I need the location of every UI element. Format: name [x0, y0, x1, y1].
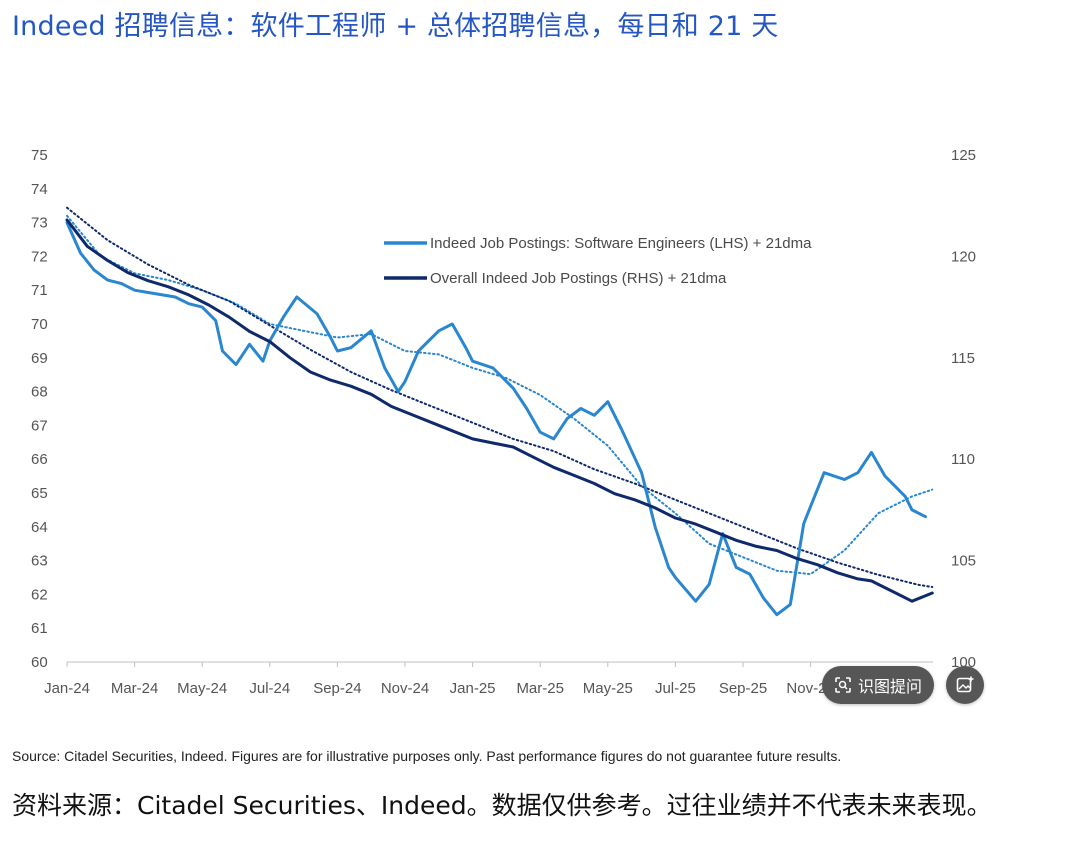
series-line-2 [65, 218, 934, 603]
left-axis-tick-label: 68 [31, 384, 48, 401]
chart-axes: 6061626364656667686970717273747510010511… [31, 147, 976, 697]
right-axis-tick-label: 110 [951, 451, 975, 468]
x-axis-tick-label: Jan-25 [450, 680, 496, 697]
left-axis-tick-label: 70 [31, 316, 48, 333]
x-axis-tick-label: Nov-24 [381, 680, 429, 697]
right-axis-tick-label: 105 [951, 553, 976, 570]
left-axis-tick-label: 69 [31, 350, 48, 367]
right-axis-tick-label: 115 [951, 350, 975, 367]
left-axis-tick-label: 66 [31, 451, 48, 468]
left-axis-tick-label: 60 [31, 654, 48, 671]
left-axis-tick-label: 62 [31, 586, 48, 603]
left-axis-tick-label: 75 [31, 147, 48, 164]
scan-icon [835, 677, 851, 693]
x-axis-tick-label: Sep-24 [313, 680, 361, 697]
right-axis-tick-label: 120 [951, 248, 976, 265]
left-axis-tick-label: 72 [31, 248, 48, 265]
x-axis-tick-label: Jan-24 [44, 680, 90, 697]
legend-label: Overall Indeed Job Postings (RHS) + 21dm… [430, 270, 727, 287]
chart-series [65, 206, 934, 617]
left-axis-tick-label: 64 [31, 519, 48, 536]
x-axis-tick-label: Jul-25 [655, 680, 696, 697]
chart-legend: Indeed Job Postings: Software Engineers … [384, 235, 812, 287]
left-axis-tick-label: 63 [31, 553, 48, 570]
series-line-3 [66, 206, 934, 588]
image-add-icon [956, 676, 974, 693]
recognize-image-button[interactable]: 识图提问 [822, 666, 934, 704]
save-image-button[interactable] [946, 666, 984, 704]
x-axis-tick-label: May-25 [583, 680, 633, 697]
legend-label: Indeed Job Postings: Software Engineers … [430, 235, 812, 252]
left-axis-tick-label: 74 [31, 181, 48, 198]
left-axis-tick-label: 73 [31, 215, 48, 232]
left-axis-tick-label: 67 [31, 417, 48, 434]
page-title: Indeed 招聘信息：软件工程师 + 总体招聘信息，每日和 21 天 [12, 11, 779, 42]
left-axis-tick-label: 71 [31, 282, 48, 299]
x-axis-tick-label: May-24 [177, 680, 227, 697]
left-axis-tick-label: 61 [31, 620, 48, 637]
recognize-image-label: 识图提问 [857, 677, 922, 696]
x-axis-tick-label: Mar-24 [111, 680, 159, 697]
x-axis-tick-label: Jul-24 [249, 680, 290, 697]
right-axis-tick-label: 125 [951, 147, 976, 164]
x-axis-tick-label: Sep-25 [719, 680, 767, 697]
source-note-chinese: 资料来源：Citadel Securities、Indeed。数据仅供参考。过往… [12, 791, 992, 820]
left-axis-tick-label: 65 [31, 485, 48, 502]
source-note: Source: Citadel Securities, Indeed. Figu… [12, 748, 842, 764]
series-line-0 [65, 221, 927, 617]
x-axis-tick-label: Mar-25 [516, 680, 564, 697]
